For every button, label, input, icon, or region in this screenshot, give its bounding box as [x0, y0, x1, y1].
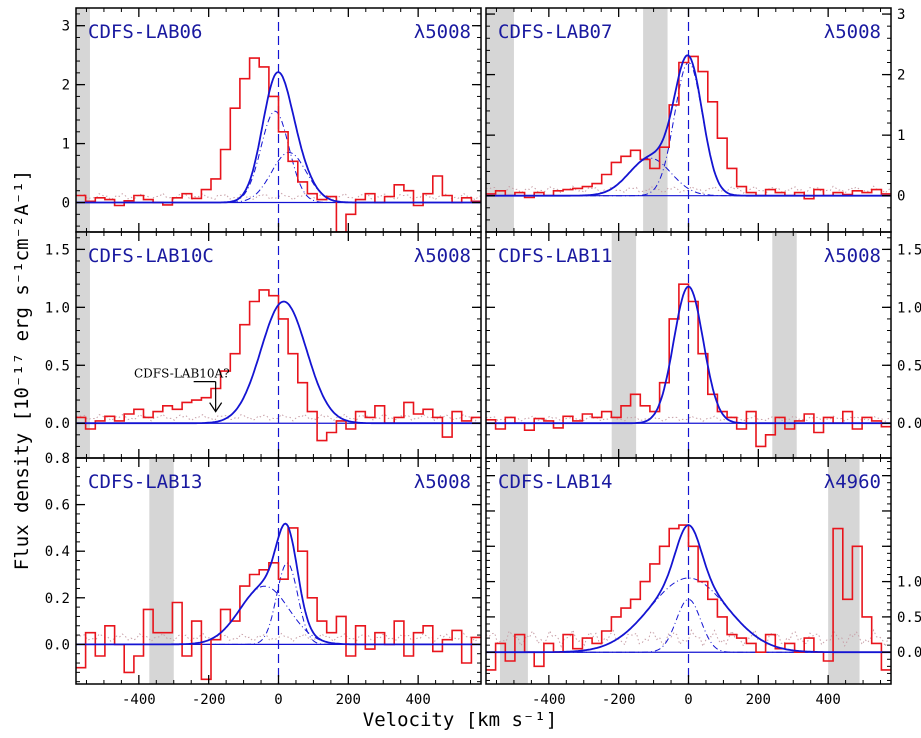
panel-cdfs-lab13: CDFS-LAB13 λ5008 0.0 0.2 0.4 0.6 0.8 -400 -200 0 2… [45, 451, 482, 708]
y-tick-label: 1.5 [897, 242, 921, 258]
y-tick-label: 0.4 [45, 544, 70, 560]
panel-name-label: CDFS-LAB07 [498, 21, 612, 43]
x-tick-label: 400 [406, 692, 431, 708]
panel-cdfs-lab06: CDFS-LAB06 λ5008 0 1 2 3 [62, 7, 482, 233]
x-tick-label: 200 [746, 692, 771, 708]
x-tick-label: 200 [336, 692, 361, 708]
y-tick-label: 0 [62, 196, 70, 212]
panel-cdfs-lab07: CDFS-LAB07 λ5008 0 1 2 3 [485, 7, 905, 233]
data-spectrum [76, 289, 481, 442]
masked-region [76, 232, 90, 458]
data-spectrum [486, 524, 891, 671]
model-fit [486, 285, 891, 425]
panel-name-label: CDFS-LAB10C [88, 245, 214, 267]
y-tick-label: 0.5 [45, 358, 70, 374]
data-spectrum [76, 527, 481, 681]
panel-plot-area [486, 232, 891, 458]
model-fit [76, 300, 481, 425]
y-tick-label: 0.5 [897, 358, 921, 374]
panel-cdfs-lab10c: CDFS-LAB10C λ5008 0.0 0.5 1.0 1.5 CDFS-LAB10A? [45, 231, 482, 459]
panel-line-label: λ5008 [824, 245, 881, 267]
x-tick-label: 0 [274, 692, 282, 708]
panel-plot-area [486, 8, 891, 232]
masked-region [149, 458, 174, 684]
model-fit [486, 54, 891, 197]
y-tick-label: 1.0 [897, 300, 921, 316]
x-axis-label: Velocity [km s⁻¹] [363, 709, 557, 731]
panel-cdfs-lab11: CDFS-LAB11 λ5008 0.0 0.5 1.0 1.5 [485, 231, 921, 459]
y-tick-label: 0.0 [897, 645, 921, 661]
panel-line-label: λ5008 [414, 245, 471, 267]
y-tick-label: 0.0 [45, 637, 70, 653]
x-tick-label: -200 [192, 692, 226, 708]
data-spectrum [486, 55, 891, 200]
x-tick-label: -200 [602, 692, 636, 708]
model-fit [76, 71, 481, 204]
y-tick-label: 1.0 [897, 575, 921, 591]
y-tick-label: 0.8 [45, 451, 70, 467]
panel-cdfs-lab14: CDFS-LAB14 λ4960 0.0 0.5 1.0 -400 -200 0 200 400 [485, 457, 921, 708]
x-tick-label: 400 [816, 692, 841, 708]
panel-line-label: λ5008 [414, 21, 471, 43]
x-tick-label: 0 [684, 692, 692, 708]
y-tick-label: 0 [897, 189, 905, 205]
noise-spectrum [486, 628, 891, 648]
model-fit [76, 522, 481, 646]
y-tick-label: 3 [62, 19, 70, 35]
data-spectrum [76, 57, 481, 232]
y-tick-label: 1 [62, 137, 70, 153]
panel-name-label: CDFS-LAB14 [498, 471, 612, 493]
y-tick-label: 1.5 [45, 242, 70, 258]
y-tick-label: 0.0 [897, 416, 921, 432]
panel-name-label: CDFS-LAB11 [498, 245, 612, 267]
y-tick-label: 1 [897, 128, 905, 144]
y-tick-label: 2 [62, 78, 70, 94]
masked-region [611, 232, 637, 458]
panel-line-label: λ4960 [824, 471, 881, 493]
x-tick-label: -400 [532, 692, 566, 708]
panel-plot-area [76, 232, 481, 458]
y-tick-label: 0.5 [897, 610, 921, 626]
panel-line-label: λ5008 [414, 471, 471, 493]
panel-name-label: CDFS-LAB06 [88, 21, 202, 43]
y-tick-label: 2 [897, 68, 905, 84]
annotation-arrowhead [209, 402, 223, 413]
y-tick-label: 0.0 [45, 416, 70, 432]
y-axis-label: Flux density [10⁻¹⁷ erg s⁻¹cm⁻²A⁻¹] [11, 170, 33, 570]
data-spectrum [486, 283, 891, 448]
annotation-label: CDFS-LAB10A? [134, 367, 230, 381]
panel-plot-area [76, 8, 481, 232]
model-fit [486, 524, 891, 654]
y-tick-label: 3 [897, 7, 905, 23]
y-tick-label: 0.6 [45, 498, 70, 514]
masked-region [643, 8, 668, 232]
masked-region [76, 8, 90, 232]
y-tick-label: 1.0 [45, 300, 70, 316]
x-tick-label: -400 [122, 692, 156, 708]
panel-plot-area [486, 458, 891, 684]
panel-line-label: λ5008 [824, 21, 881, 43]
panel-name-label: CDFS-LAB13 [88, 471, 202, 493]
y-tick-label: 0.2 [45, 591, 70, 607]
panel-plot-area [76, 458, 481, 684]
